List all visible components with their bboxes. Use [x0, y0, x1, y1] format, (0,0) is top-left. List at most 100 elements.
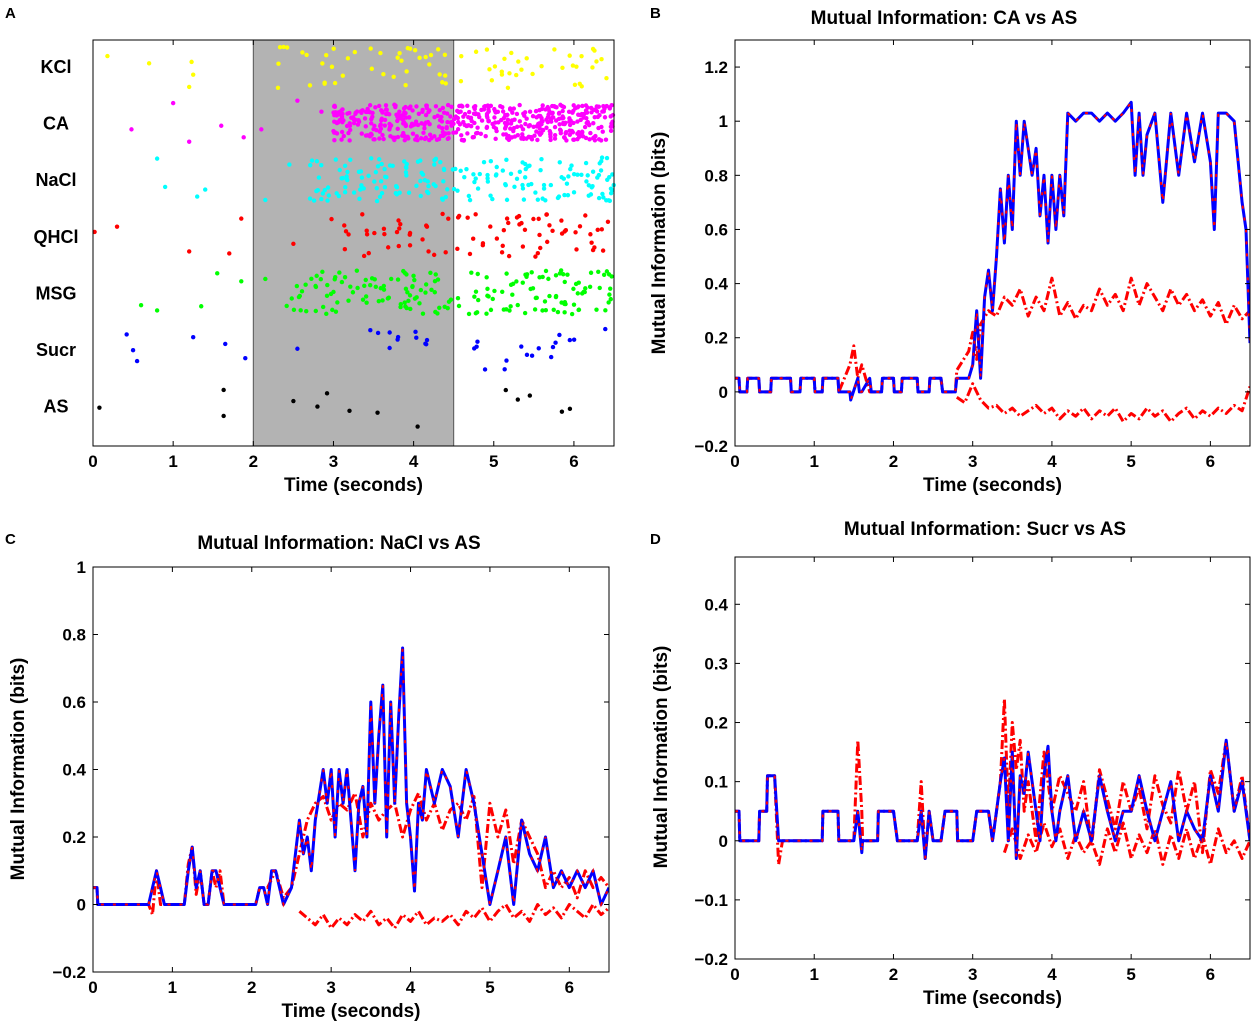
spike — [504, 197, 510, 203]
spike — [520, 182, 525, 188]
raster-row-label: NaCl — [35, 170, 76, 190]
spike — [477, 171, 483, 177]
spike — [375, 330, 381, 336]
spike — [500, 168, 506, 173]
spike — [92, 229, 97, 235]
spike — [567, 132, 573, 138]
spike — [550, 228, 555, 233]
x-tick-label: 6 — [565, 978, 574, 997]
spike — [559, 231, 565, 236]
spike — [505, 117, 511, 123]
spike — [347, 408, 352, 413]
y-tick-label: 0.3 — [704, 654, 728, 673]
spike — [307, 83, 313, 88]
spike — [425, 119, 431, 125]
spike — [341, 133, 346, 139]
spike — [359, 183, 364, 188]
spike — [472, 294, 477, 299]
y-axis-label: Mutual Information (bits) — [649, 132, 670, 355]
spike — [313, 308, 318, 314]
spike — [567, 122, 573, 128]
spike — [284, 303, 289, 309]
spike — [570, 63, 576, 68]
spike — [431, 252, 437, 258]
spike — [596, 195, 602, 201]
raster-row-label: AS — [43, 397, 68, 417]
spike — [608, 114, 613, 119]
spike — [445, 305, 450, 311]
raster-row-label: MSG — [35, 283, 76, 303]
panel-B-axes-box — [734, 39, 1251, 447]
spike — [515, 397, 521, 402]
spike — [138, 302, 144, 308]
spike — [522, 227, 528, 233]
spike — [606, 198, 611, 203]
spike — [170, 100, 176, 106]
spike — [461, 137, 467, 143]
spike — [479, 107, 484, 113]
y-tick-label: −0.1 — [694, 891, 728, 910]
spike — [530, 71, 535, 77]
spike — [124, 332, 129, 337]
spike — [393, 190, 398, 196]
spike — [462, 174, 467, 180]
spike — [373, 105, 378, 110]
spike — [320, 269, 325, 275]
spike — [364, 300, 369, 305]
spike — [538, 167, 543, 173]
panel-letter: D — [650, 531, 661, 548]
y-tick-label: 0.6 — [704, 220, 728, 239]
y-tick-label: 0 — [719, 832, 728, 851]
series-line-overlay — [735, 99, 1250, 401]
spike — [502, 126, 508, 131]
spike — [432, 162, 437, 167]
x-tick-label: 3 — [968, 965, 977, 984]
spike — [397, 109, 402, 114]
spike — [275, 85, 281, 90]
spike — [303, 282, 308, 287]
spike — [443, 81, 448, 86]
spike — [404, 165, 409, 171]
spike — [369, 156, 374, 161]
spike — [360, 212, 365, 217]
spike — [582, 124, 588, 130]
spike — [575, 131, 580, 136]
spike — [422, 122, 427, 127]
spike — [309, 276, 314, 281]
raster-row-qhcl — [92, 211, 611, 259]
spike — [520, 132, 525, 137]
spike — [541, 186, 547, 191]
spike — [588, 130, 593, 136]
spike — [453, 130, 459, 135]
series-line-overlay — [735, 740, 1250, 859]
x-tick-label: 4 — [1047, 452, 1057, 471]
spike — [609, 103, 614, 108]
x-tick-label: 2 — [249, 452, 258, 471]
spike — [550, 344, 556, 350]
spike — [190, 334, 196, 340]
spike — [540, 308, 545, 313]
y-tick-label: 1.2 — [704, 58, 728, 77]
spike — [590, 247, 596, 253]
spike — [584, 108, 589, 114]
spike — [588, 232, 593, 237]
spike — [374, 198, 380, 204]
spike — [583, 160, 589, 166]
y-tick-label: 0.2 — [704, 714, 728, 733]
spike — [607, 106, 613, 111]
spike — [368, 283, 373, 288]
spike — [508, 107, 513, 112]
spike — [608, 128, 614, 134]
spike — [466, 109, 472, 115]
spike — [415, 424, 420, 429]
spike — [537, 123, 542, 129]
spike — [529, 270, 534, 275]
spike — [461, 114, 466, 119]
spike — [594, 59, 599, 64]
spike — [492, 108, 498, 114]
raster-row-label: QHCl — [34, 227, 79, 247]
spike — [337, 270, 342, 275]
spike — [562, 192, 567, 198]
spike — [553, 118, 559, 123]
spike — [571, 190, 577, 195]
